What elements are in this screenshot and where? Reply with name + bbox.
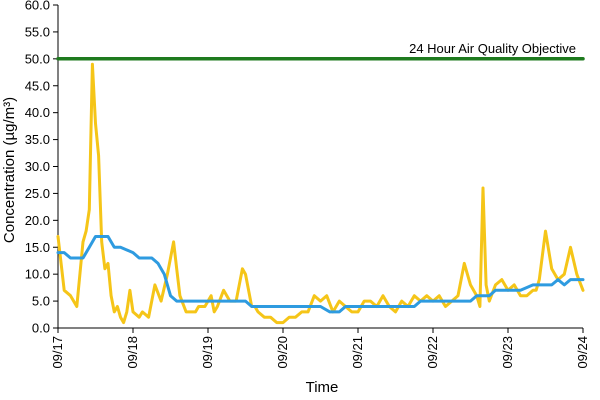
y-tick-label: 40.0 xyxy=(25,105,50,120)
y-tick-label: 60.0 xyxy=(25,0,50,13)
y-axis-ticks: 0.0 5.0 10.0 15.0 20.0 25.0 30.0 35.0 40.0 45.0 50… xyxy=(25,0,58,336)
objective-label: 24 Hour Air Quality Objective xyxy=(409,41,576,56)
y-tick-label: 55.0 xyxy=(25,24,50,39)
y-tick-label: 10.0 xyxy=(25,267,50,282)
x-tick-label: 09/17 xyxy=(50,336,65,369)
series-line-running-24h xyxy=(56,235,585,314)
x-tick-label: 09/23 xyxy=(500,336,515,369)
y-axis-title: Concentration (µg/m³) xyxy=(1,97,18,243)
y-tick-label: 30.0 xyxy=(25,159,50,174)
y-tick-label: 5.0 xyxy=(32,294,50,309)
x-tick-label: 09/18 xyxy=(125,336,140,369)
y-tick-label: 35.0 xyxy=(25,132,50,147)
x-tick-label: 09/19 xyxy=(200,336,215,369)
y-tick-label: 20.0 xyxy=(25,213,50,228)
x-tick-label: 09/21 xyxy=(350,336,365,369)
x-axis-title: Time xyxy=(306,379,339,396)
x-axis-ticks: 09/17 09/18 09/19 09/20 09/21 09/22 09/23 09/24 xyxy=(50,328,590,369)
x-tick-label: 09/20 xyxy=(275,336,290,369)
series-line-hourly xyxy=(56,62,585,325)
y-tick-label: 15.0 xyxy=(25,240,50,255)
y-tick-label: 45.0 xyxy=(25,78,50,93)
series-group xyxy=(56,57,585,325)
x-tick-label: 09/24 xyxy=(575,336,590,369)
y-tick-label: 50.0 xyxy=(25,51,50,66)
x-tick-label: 09/22 xyxy=(425,336,440,369)
y-tick-label: 25.0 xyxy=(25,186,50,201)
y-tick-label: 0.0 xyxy=(32,321,50,336)
